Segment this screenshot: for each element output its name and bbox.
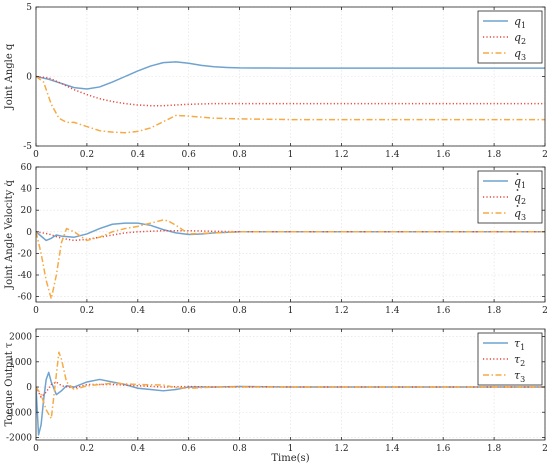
y-tick-label: -1000 <box>6 408 32 418</box>
y-tick-label: 60 <box>21 163 33 173</box>
legend-subscript: 2 <box>521 197 526 206</box>
x-tick-label: 2 <box>542 306 548 316</box>
y-tick-label: -5 <box>23 142 32 152</box>
legend-entry: q1 <box>514 175 526 190</box>
x-tick-label: 1.2 <box>334 306 348 316</box>
x-tick-label: 0.6 <box>182 306 197 316</box>
legend-subscript: 3 <box>521 53 526 62</box>
series-line-q3 <box>36 219 545 300</box>
x-tick-label: 0.2 <box>80 444 94 454</box>
x-tick-label: 1.8 <box>487 444 502 454</box>
series-line-q1 <box>36 61 545 90</box>
y-axis-label: Joint Angle Velocity q̇ <box>4 180 15 290</box>
legend-entry: τ1 <box>514 337 525 352</box>
chart-panel-2: 0 0.2 0.4 0.6 0.8 1 1.2 1.4 1.6 1.8 2 -60 -40 -20 0 20 4… <box>4 163 548 316</box>
legend-symbol: τ <box>514 353 521 366</box>
legend-subscript: 2 <box>520 359 525 368</box>
y-tick-label: 1000 <box>9 358 32 368</box>
y-tick-label: -40 <box>18 271 33 281</box>
x-tick-label: 0.8 <box>232 306 247 316</box>
y-axis-label: Joint Angle q <box>4 43 15 110</box>
legend-subscript: 3 <box>521 213 526 222</box>
x-tick-label: 1.2 <box>334 150 348 160</box>
x-tick-label: 1.2 <box>334 444 348 454</box>
legend-subscript: 3 <box>520 375 525 384</box>
x-tick-label: 0 <box>33 150 39 160</box>
legend-symbol: q <box>514 191 521 204</box>
y-axis-label: Toeque Output τ <box>4 342 15 426</box>
y-tick-label: 0 <box>26 73 32 83</box>
y-tick-label: 2000 <box>9 333 32 343</box>
series-line-τ3 <box>36 351 545 420</box>
x-tick-label: 0.6 <box>182 150 197 160</box>
x-tick-label: 1 <box>288 306 294 316</box>
x-tick-label: 1.4 <box>385 306 400 316</box>
y-tick-label: 0 <box>26 228 32 238</box>
legend-subscript: 2 <box>521 37 526 46</box>
x-tick-label: 0.6 <box>182 444 197 454</box>
y-tick-label: 20 <box>21 206 33 216</box>
x-tick-label: 1.6 <box>436 306 451 316</box>
x-tick-label: 0.4 <box>131 444 146 454</box>
x-tick-label: 0.4 <box>131 306 146 316</box>
derivative-dot <box>516 189 519 191</box>
series-line-τ2 <box>36 381 545 398</box>
legend-entry: q3 <box>514 207 526 222</box>
legend-symbol: q <box>514 207 521 220</box>
legend-subscript: 1 <box>521 21 526 30</box>
x-tick-label: 1 <box>288 444 294 454</box>
y-tick-label: 40 <box>21 185 33 195</box>
x-axis-label: Time(s) <box>271 453 309 464</box>
x-tick-label: 0.2 <box>80 150 94 160</box>
x-tick-label: 2 <box>542 150 548 160</box>
chart-panel-3: 0 0.2 0.4 0.6 0.8 1 1.2 1.4 1.6 1.8 2 -2000 -1000 0 10… <box>4 328 548 464</box>
legend-entry: q3 <box>514 47 526 62</box>
legend-entry: τ3 <box>514 369 525 384</box>
legend-entry: q2 <box>514 191 526 206</box>
derivative-dot <box>516 205 519 207</box>
legend-symbol: τ <box>514 369 521 382</box>
x-tick-label: 1.4 <box>385 150 400 160</box>
y-tick-label: -2000 <box>6 433 32 443</box>
x-tick-label: 2 <box>542 444 548 454</box>
x-tick-label: 1 <box>288 150 294 160</box>
series-line-τ1 <box>36 371 545 436</box>
legend-symbol: q <box>514 31 521 44</box>
legend-entry: τ2 <box>514 353 525 368</box>
legend-entry: q1 <box>514 15 526 30</box>
x-tick-label: 1.8 <box>487 306 502 316</box>
x-tick-label: 0.8 <box>232 150 247 160</box>
legend-symbol: q <box>514 175 521 188</box>
y-tick-label: -20 <box>18 249 33 259</box>
y-tick-label: 5 <box>26 3 32 13</box>
y-tick-label: -60 <box>18 293 33 303</box>
legend-symbol: q <box>514 15 521 28</box>
x-tick-label: 1.8 <box>487 150 502 160</box>
legend-entry: q2 <box>514 31 526 46</box>
plot-frame <box>35 6 546 147</box>
series-line-q3 <box>36 75 545 134</box>
x-tick-label: 1.6 <box>436 444 451 454</box>
series-line-q1 <box>36 222 545 242</box>
x-tick-label: 0.4 <box>131 150 146 160</box>
plot-frame <box>35 328 546 441</box>
legend-subscript: 1 <box>520 343 525 352</box>
x-tick-label: 1.6 <box>436 150 451 160</box>
x-tick-label: 1.4 <box>385 444 400 454</box>
y-tick-label: 0 <box>26 383 32 393</box>
series-line-q2 <box>36 75 545 107</box>
legend-symbol: q <box>514 47 521 60</box>
derivative-dot <box>516 173 519 175</box>
legend-subscript: 1 <box>521 181 526 190</box>
x-tick-label: 0 <box>33 444 39 454</box>
legend-symbol: τ <box>514 337 521 350</box>
x-tick-label: 0.8 <box>232 444 247 454</box>
x-tick-label: 0.2 <box>80 306 94 316</box>
x-tick-label: 0 <box>33 306 39 316</box>
